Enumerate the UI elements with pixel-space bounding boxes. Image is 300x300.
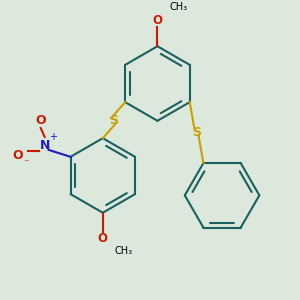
Text: N: N	[40, 140, 50, 152]
Text: +: +	[49, 132, 57, 142]
Text: O: O	[35, 113, 46, 127]
Text: CH₃: CH₃	[115, 247, 133, 256]
Text: S: S	[110, 114, 118, 127]
Text: O: O	[98, 232, 108, 245]
Text: O: O	[12, 149, 22, 162]
Text: O: O	[152, 14, 163, 27]
Text: CH₃: CH₃	[169, 2, 188, 13]
Text: S: S	[192, 126, 201, 139]
Text: ⁻: ⁻	[23, 158, 29, 168]
